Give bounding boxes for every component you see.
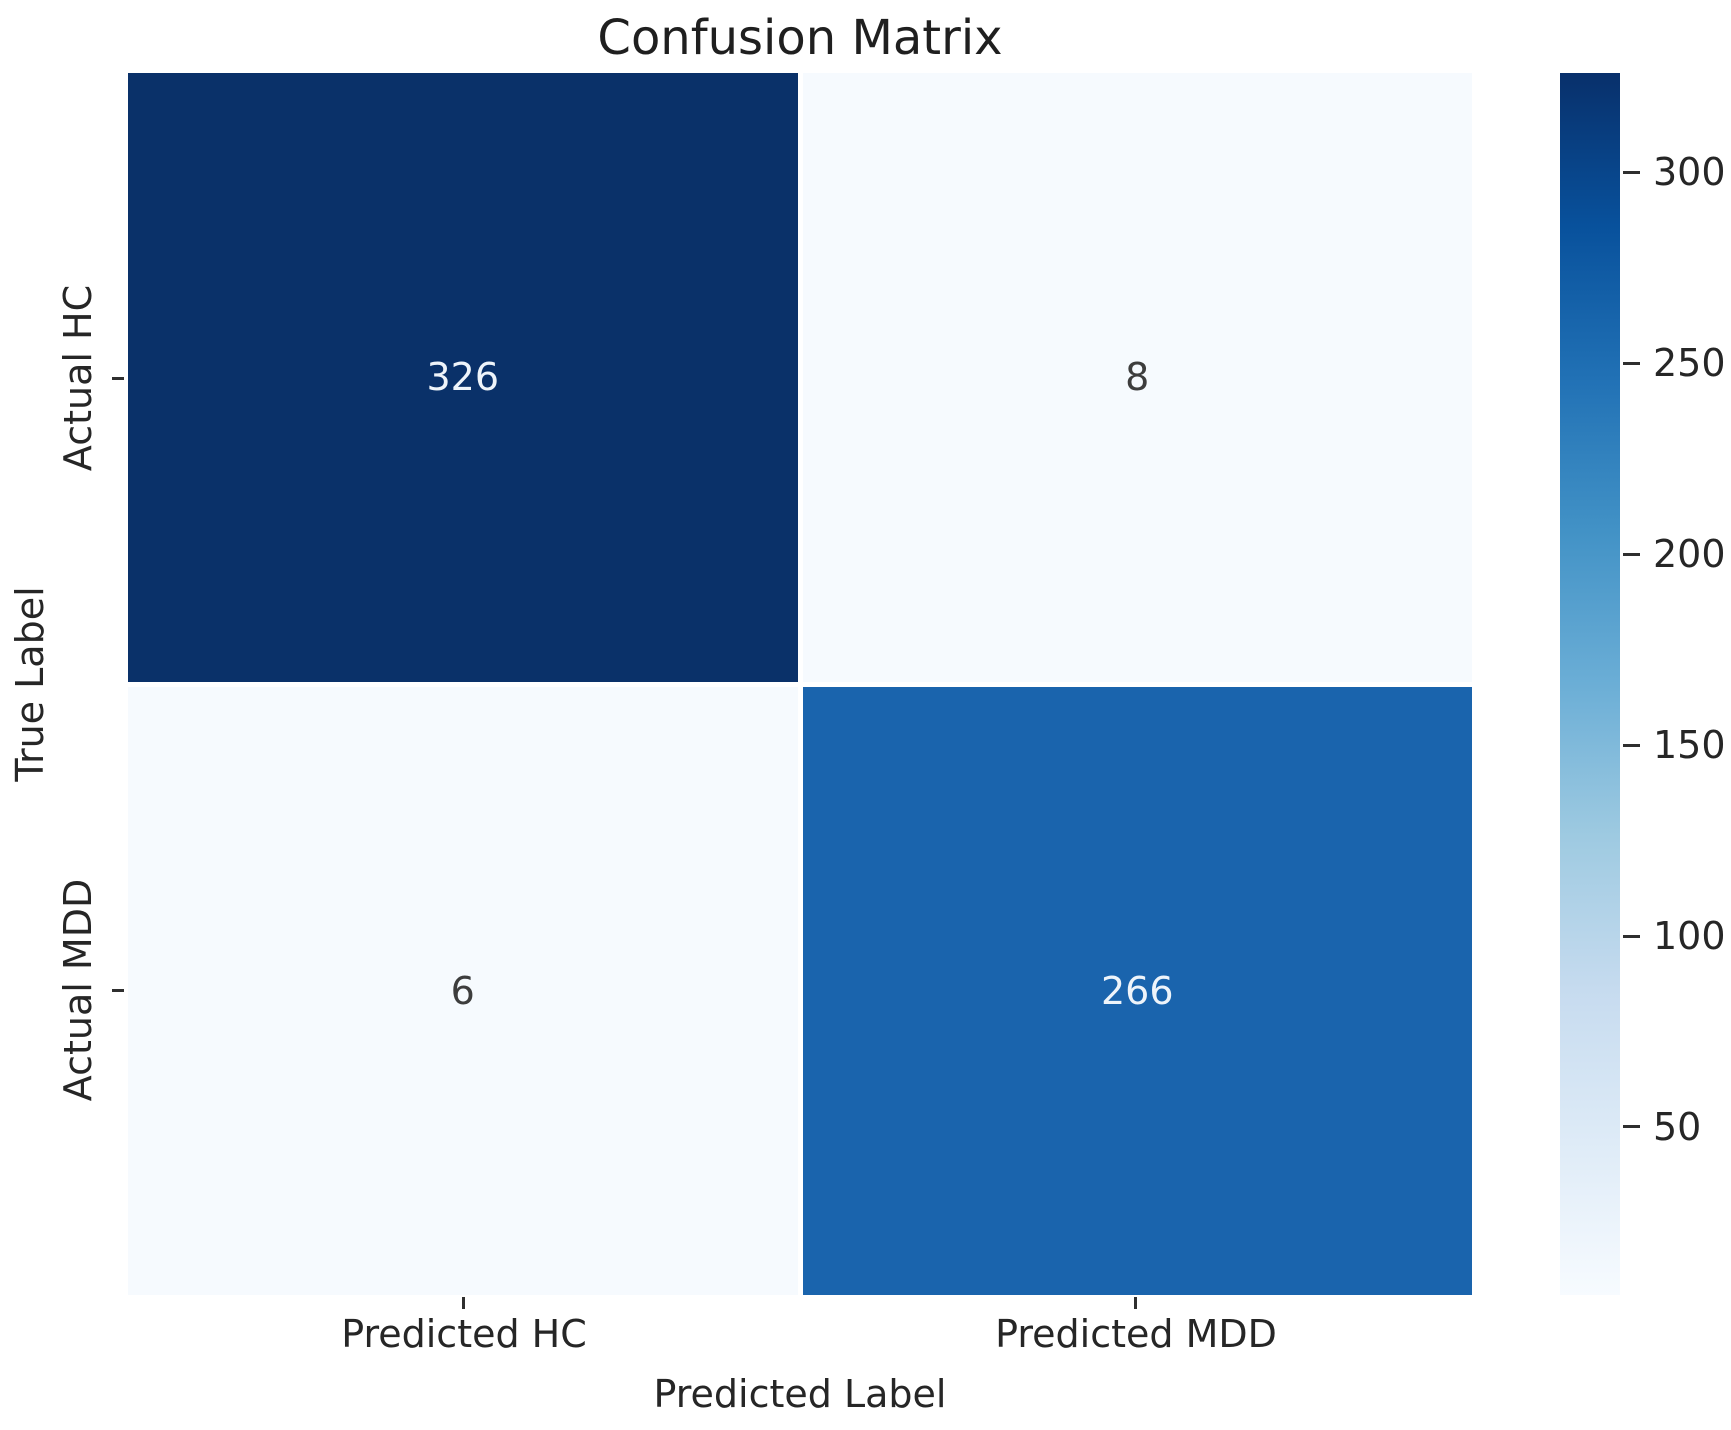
y-tick-label-actual-mdd: Actual MDD — [56, 878, 100, 1102]
colorbar-tick: 200 — [1620, 535, 1726, 573]
colorbar-tick-label: 300 — [1653, 150, 1726, 195]
colorbar-tick-mark — [1623, 361, 1640, 365]
x-axis-label: Predicted Label — [653, 1372, 947, 1416]
colorbar-tick-mark — [1623, 934, 1640, 938]
colorbar-tick-label: 50 — [1653, 1104, 1702, 1149]
cell-actual-mdd-predicted-mdd: 266 — [802, 686, 1472, 1295]
colorbar-tick: 50 — [1620, 1108, 1701, 1146]
colorbar-tick-label: 250 — [1653, 341, 1726, 386]
colorbar-tick-label: 150 — [1653, 723, 1726, 768]
y-tick-mark — [112, 377, 124, 380]
y-tick-mark — [112, 989, 124, 992]
x-tick-label-predicted-hc: Predicted HC — [341, 1312, 587, 1356]
colorbar-tick: 300 — [1620, 153, 1726, 191]
cell-value: 6 — [450, 968, 475, 1013]
y-tick-label-actual-hc: Actual HC — [56, 284, 100, 472]
x-tick-mark — [1134, 1297, 1137, 1309]
colorbar-tick-label: 100 — [1653, 914, 1726, 959]
colorbar-tick-mark — [1623, 1125, 1640, 1129]
cell-value: 266 — [1100, 968, 1174, 1013]
colorbar-tick-mark — [1623, 552, 1640, 556]
colorbar-tick-mark — [1623, 743, 1640, 747]
x-tick-mark — [462, 1297, 465, 1309]
cell-actual-hc-predicted-mdd: 8 — [802, 73, 1472, 682]
chart-title: Confusion Matrix — [597, 10, 1003, 66]
colorbar-gradient — [1560, 73, 1620, 1295]
colorbar-ticks: 300 250 200 150 100 50 — [1620, 73, 1731, 1295]
cell-value: 326 — [426, 355, 500, 400]
colorbar-tick-label: 200 — [1653, 532, 1726, 577]
cell-value: 8 — [1125, 355, 1150, 400]
cell-actual-hc-predicted-hc: 326 — [128, 73, 798, 682]
colorbar-tick: 250 — [1620, 344, 1726, 382]
colorbar-tick: 150 — [1620, 726, 1726, 764]
colorbar-tick-mark — [1623, 170, 1640, 174]
y-axis-label: True Label — [8, 586, 52, 782]
heatmap-grid: 326 8 6 266 — [128, 73, 1472, 1295]
colorbar-tick: 100 — [1620, 917, 1726, 955]
colorbar: 300 250 200 150 100 50 — [1560, 73, 1726, 1295]
x-tick-label-predicted-mdd: Predicted MDD — [995, 1312, 1277, 1356]
cell-actual-mdd-predicted-hc: 6 — [128, 686, 798, 1295]
